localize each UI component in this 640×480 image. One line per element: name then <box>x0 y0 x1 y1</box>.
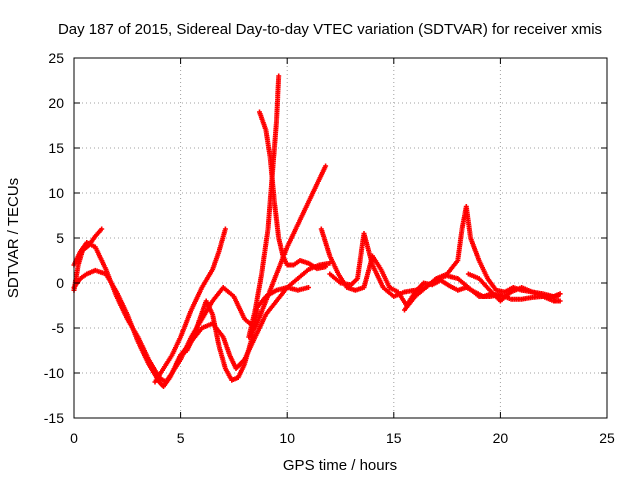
series-track-8 <box>252 285 311 313</box>
y-tick-label: 20 <box>48 95 64 111</box>
series-track-3 <box>71 226 105 293</box>
y-tick-label: 5 <box>56 230 64 246</box>
data-point <box>276 73 282 79</box>
y-tick-label: -10 <box>44 365 64 381</box>
series-track-6 <box>246 73 282 340</box>
data-point <box>306 285 311 290</box>
y-tick-label: 15 <box>48 140 64 156</box>
data-point <box>557 291 563 297</box>
data-point <box>323 264 329 270</box>
y-tick-label: -5 <box>52 320 65 336</box>
y-tick-label: 0 <box>56 275 64 291</box>
x-axis-label: GPS time / hours <box>283 457 397 474</box>
series-track-5 <box>173 298 260 383</box>
series-track-7 <box>257 109 329 272</box>
x-tick-label: 0 <box>70 430 78 446</box>
x-tick-label: 20 <box>493 430 509 446</box>
x-tick-label: 25 <box>599 430 615 446</box>
y-tick-label: 10 <box>48 185 64 201</box>
data-point <box>222 226 228 232</box>
y-tick-label: -15 <box>44 410 64 426</box>
y-axis-label: SDTVAR / TECUs <box>5 178 22 298</box>
y-axis-ticks: -15 -10 -5 0 5 10 15 20 25 <box>44 50 607 426</box>
x-tick-label: 15 <box>386 430 402 446</box>
series-track-12 <box>465 271 563 304</box>
y-tick-label: 25 <box>48 50 64 66</box>
x-tick-label: 5 <box>177 430 185 446</box>
data-point <box>557 298 563 304</box>
series-track-2 <box>71 163 329 385</box>
data-point <box>99 226 105 232</box>
chart-title: Day 187 of 2015, Sidereal Day-to-day VTE… <box>58 21 602 38</box>
grid-lines <box>74 58 607 418</box>
data-point <box>323 163 329 169</box>
series-track-4 <box>152 226 228 385</box>
x-tick-label: 10 <box>279 430 295 446</box>
data-points <box>71 73 563 389</box>
x-axis-ticks: 0 5 10 15 20 25 <box>70 58 615 446</box>
